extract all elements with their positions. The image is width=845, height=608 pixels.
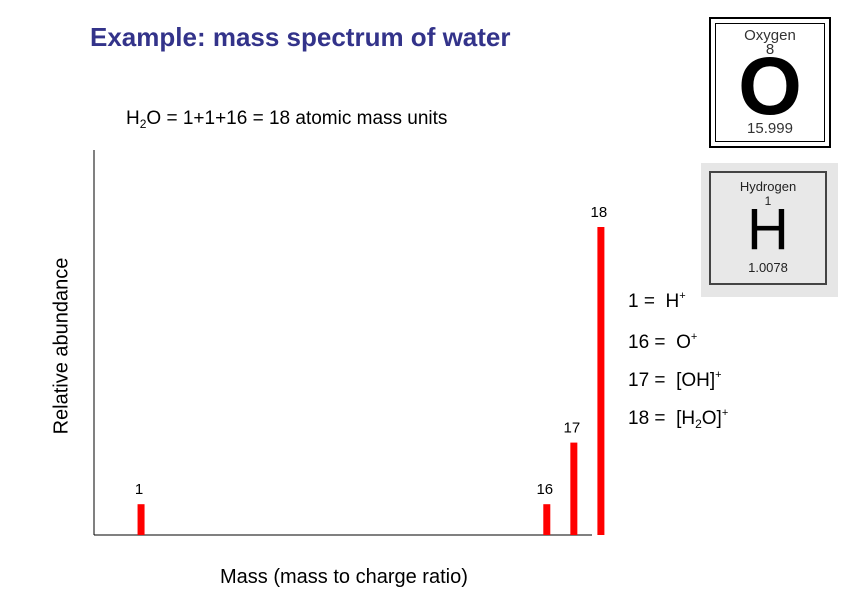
legend-mass: 1	[628, 291, 639, 312]
legend-item-h2o: 18 = [H2O]+	[628, 407, 729, 431]
legend-item-oh: 17 = [OH]+	[628, 370, 722, 392]
y-axis-label: Relative abundance	[50, 257, 73, 435]
hydrogen-symbol: H	[747, 197, 789, 262]
data-label-17: 17	[564, 420, 581, 437]
legend-ion-subscript: 2	[695, 417, 702, 431]
legend-charge: +	[715, 369, 722, 381]
oxygen-atomic-mass: 15.999	[747, 120, 793, 137]
hydrogen-name: Hydrogen	[739, 179, 797, 194]
hydrogen-atomic-mass: 1.0078	[748, 260, 788, 275]
hydrogen-atomic-number: 1	[764, 194, 772, 208]
legend-equals: =	[649, 408, 671, 429]
hydrogen-tile-inner-border: Hydrogen 1 H 1.0078	[709, 171, 827, 285]
legend-ion-end: O]	[701, 408, 722, 429]
oxygen-tile-inner-border: Oxygen 8 O 15.999	[715, 23, 825, 142]
data-label-18: 18	[591, 204, 608, 221]
hydrogen-element-tile: Hydrogen 1 H 1.0078	[701, 163, 838, 297]
legend-charge: +	[690, 331, 698, 343]
legend-item-h: 1 = H+	[628, 291, 686, 313]
legend-mass: 16	[628, 332, 650, 353]
legend-ion: O	[676, 332, 691, 353]
legend-mass: 18	[628, 408, 650, 429]
legend-equals: =	[649, 332, 671, 353]
bars-group: 1 16 17 18	[135, 204, 607, 535]
legend-item-o: 16 = O+	[628, 332, 697, 354]
bar-mass-16	[543, 504, 551, 535]
legend-mass: 17	[628, 370, 650, 391]
page-title: Example: mass spectrum of water	[90, 22, 511, 52]
legend-equals: =	[638, 291, 661, 312]
oxygen-atomic-number: 8	[765, 41, 775, 58]
x-axis-label: Mass (mass to charge ratio)	[220, 566, 468, 588]
legend-ion: [H	[676, 408, 696, 429]
bar-mass-17	[570, 442, 578, 535]
legend-charge: +	[679, 290, 686, 302]
legend-equals: =	[649, 370, 671, 391]
oxygen-name: Oxygen	[744, 27, 796, 44]
formula-suffix: O = 1+1+16 = 18 atomic mass units	[146, 108, 448, 129]
legend-ion: H	[665, 291, 680, 312]
oxygen-symbol: O	[738, 41, 802, 132]
data-label-1: 1	[135, 481, 143, 498]
legend-charge: +	[721, 407, 729, 419]
data-label-16: 16	[536, 481, 553, 498]
bar-mass-1	[137, 504, 145, 535]
formula-subscript: 2	[139, 117, 147, 131]
oxygen-element-tile: Oxygen 8 O 15.999	[709, 17, 831, 148]
legend-ion: [OH]	[676, 370, 716, 391]
formula-prefix: H	[126, 108, 140, 129]
bar-mass-18	[597, 227, 605, 535]
water-formula: H2O = 1+1+16 = 18 atomic mass units	[126, 108, 447, 130]
